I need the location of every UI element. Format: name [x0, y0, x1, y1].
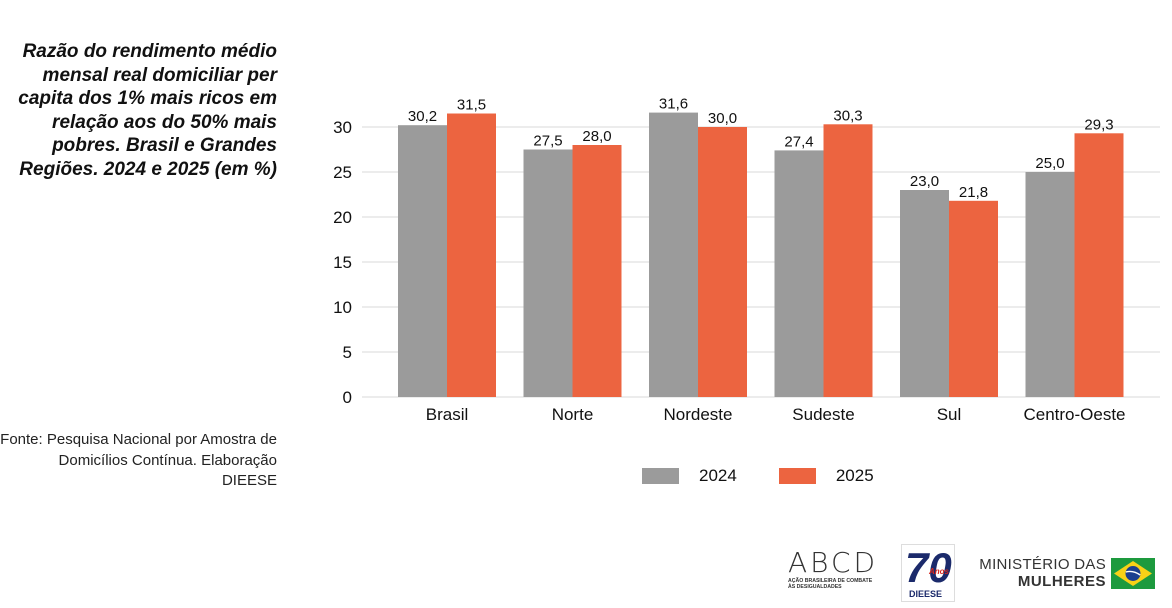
- bar-2025-0: [447, 113, 496, 397]
- chart-title: Razão do rendimento médio mensal real do…: [18, 41, 277, 180]
- dieese-logo-anos: Anos: [929, 567, 949, 576]
- data-label: 30,3: [833, 107, 862, 124]
- bar-2024-0: [398, 125, 447, 397]
- bar-2024-3: [774, 150, 824, 397]
- bar-2024-4: [900, 190, 949, 397]
- bar-2024-5: [1025, 172, 1075, 397]
- chart-legend: 2024 2025: [642, 466, 874, 486]
- ministerio-das-mulheres-logo: MINISTÉRIO DAS MULHERES: [976, 556, 1106, 591]
- x-tick-label: Sudeste: [792, 405, 854, 424]
- data-label: 25,0: [1035, 155, 1064, 172]
- data-label: 27,5: [533, 133, 562, 150]
- logo-strip: ABCD Ação Brasileira de Combate às Desig…: [788, 544, 1160, 602]
- brazil-flag-icon: [1111, 558, 1155, 589]
- y-tick-label: 0: [343, 388, 352, 407]
- bar-2025-3: [823, 124, 873, 398]
- data-label: 31,6: [659, 96, 688, 113]
- bar-2025-2: [698, 127, 747, 397]
- legend-swatch-2025: [778, 468, 816, 484]
- source-note: Fonte: Pesquisa Nacional por Amostra de …: [0, 431, 277, 489]
- data-label: 23,0: [910, 173, 939, 190]
- data-label: 30,0: [708, 110, 737, 127]
- x-tick-label: Centro-Oeste: [1023, 405, 1125, 424]
- y-tick-label: 5: [343, 343, 352, 362]
- data-label: 31,5: [457, 97, 486, 114]
- ministerio-line1: MINISTÉRIO DAS: [979, 556, 1106, 573]
- bar-2025-4: [949, 200, 998, 397]
- y-tick-label: 20: [333, 208, 352, 227]
- ministerio-line2: MULHERES: [1017, 573, 1106, 590]
- dieese-70-anos-logo: 70 Anos DIEESE: [901, 544, 955, 602]
- abcd-logo-subtitle: Ação Brasileira de Combate às Desigualda…: [788, 578, 873, 590]
- data-label: 27,4: [784, 133, 813, 150]
- data-label: 28,0: [582, 128, 611, 145]
- x-tick-label: Norte: [552, 405, 594, 424]
- bar-2024-1: [523, 149, 573, 397]
- legend-item-2024: 2024: [642, 466, 737, 486]
- legend-swatch-2024: [642, 468, 679, 484]
- x-tick-label: Nordeste: [664, 405, 733, 424]
- legend-label-2025: 2025: [835, 466, 874, 485]
- legend-item-2025: 2025: [778, 466, 874, 486]
- x-tick-label: Sul: [937, 405, 962, 424]
- data-label: 30,2: [408, 108, 437, 125]
- data-label: 29,3: [1084, 116, 1113, 133]
- x-tick-label: Brasil: [426, 405, 469, 424]
- bar-2025-1: [572, 145, 622, 397]
- abcd-logo: ABCD Ação Brasileira de Combate às Desig…: [788, 546, 880, 591]
- abcd-logo-mark: ABCD: [788, 546, 879, 579]
- dieese-logo-name: DIEESE: [909, 589, 943, 599]
- bar-2024-2: [649, 112, 698, 397]
- y-tick-label: 10: [333, 298, 352, 317]
- data-label: 21,8: [959, 184, 988, 201]
- y-tick-label: 15: [333, 253, 352, 272]
- bar-2025-5: [1074, 133, 1124, 398]
- legend-label-2024: 2024: [699, 466, 737, 485]
- y-tick-label: 30: [333, 118, 352, 137]
- dieese-logo-number: 70: [905, 544, 952, 591]
- y-tick-label: 25: [333, 163, 352, 182]
